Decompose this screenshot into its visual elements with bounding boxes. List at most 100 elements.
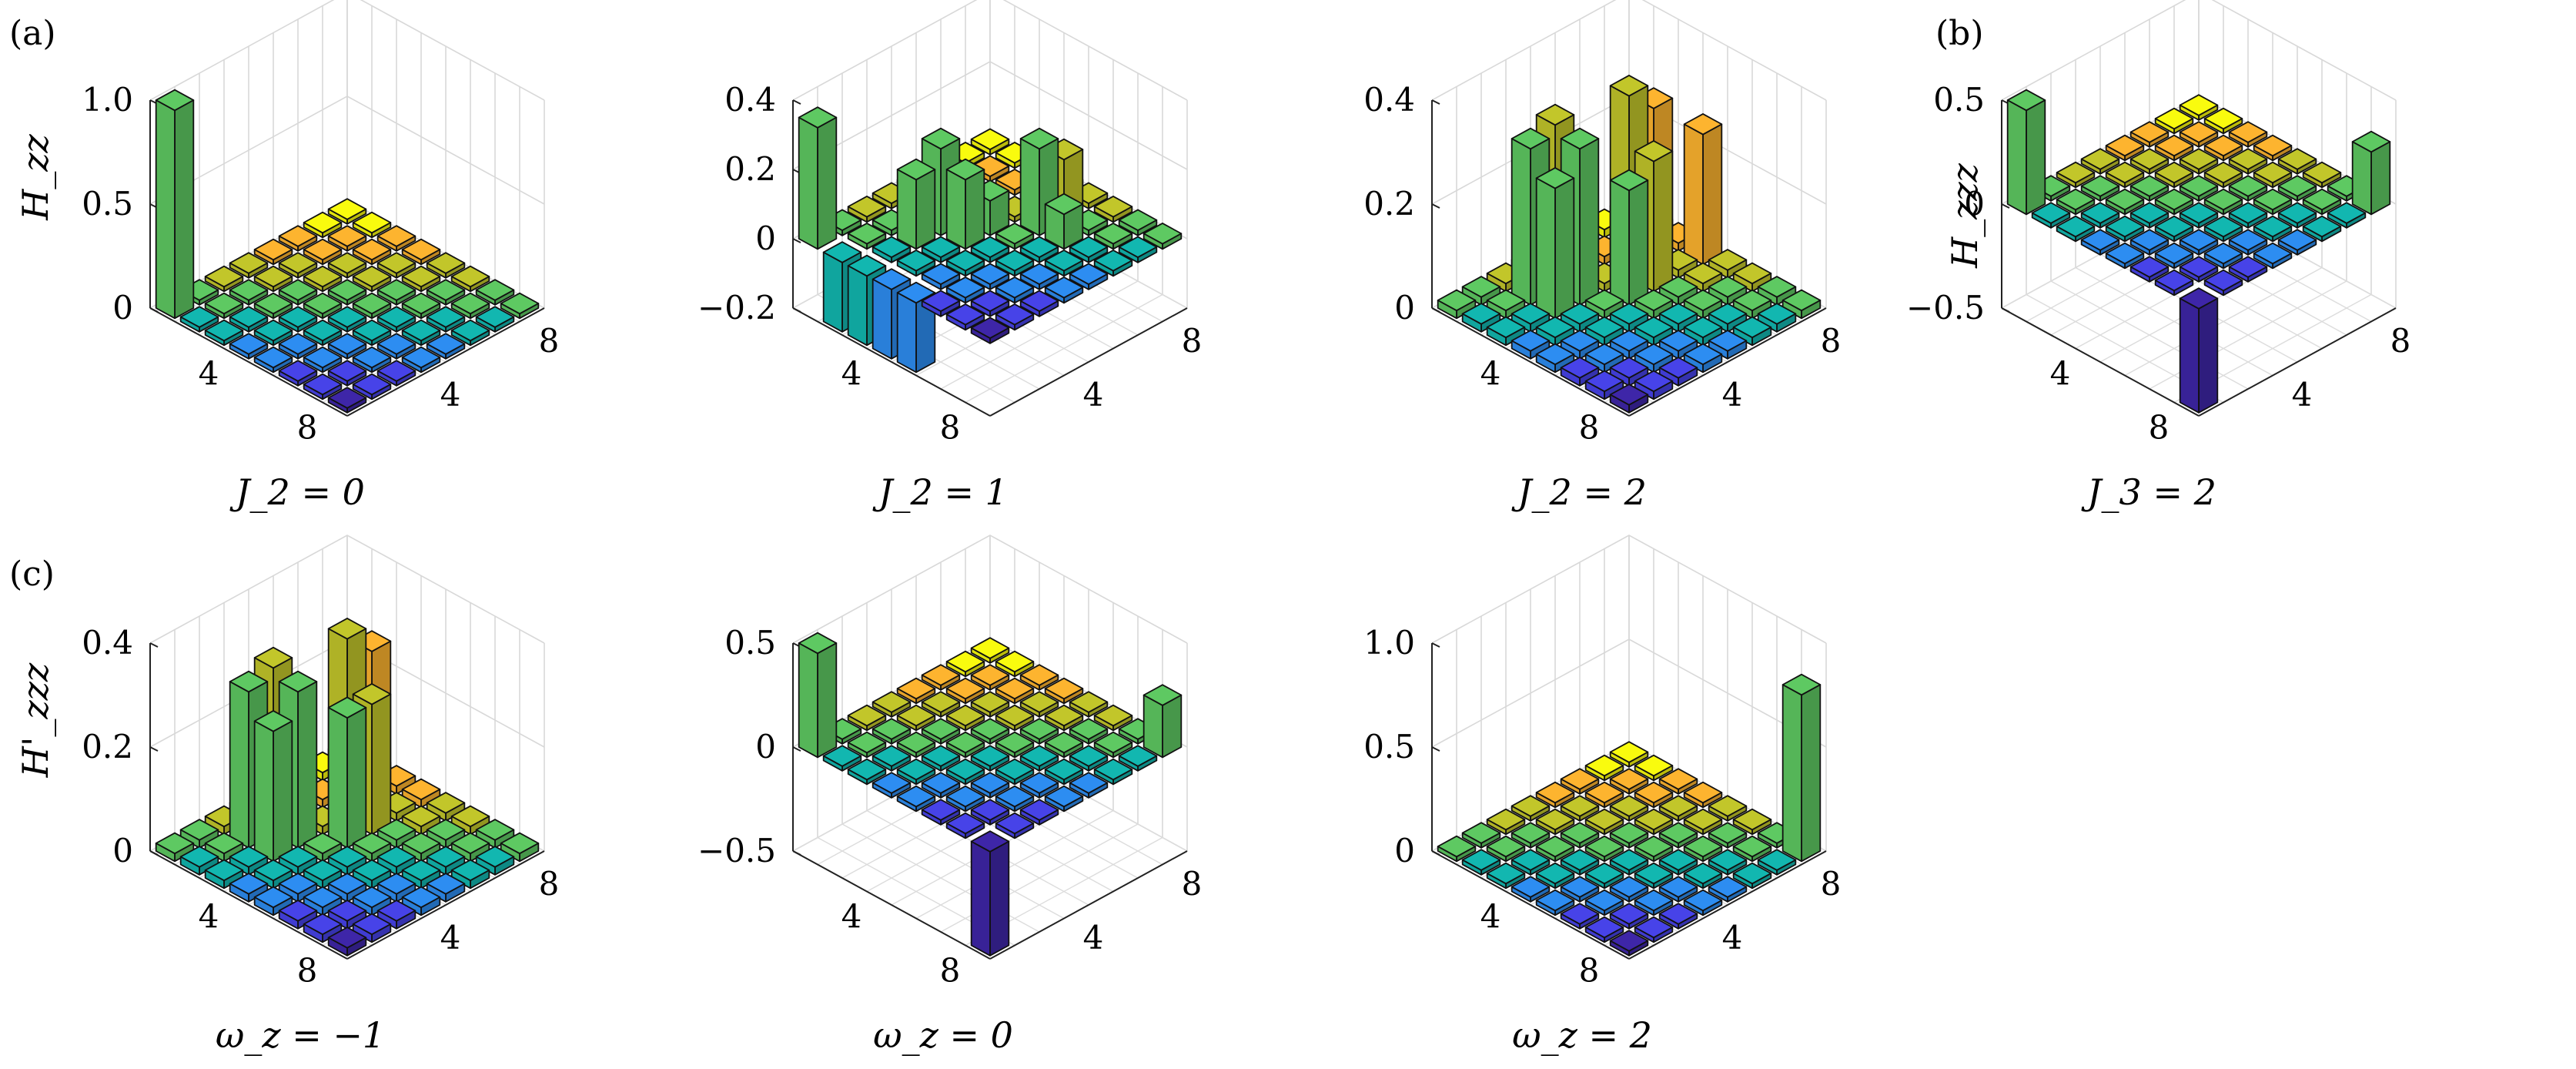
bar-7-3 (352, 886, 392, 917)
bar-7-4 (376, 333, 417, 360)
bar-2-8 (995, 650, 1035, 678)
bar-8-8 (1142, 684, 1183, 759)
bar-1-3 (204, 265, 244, 293)
j-tick-label: 4 (440, 919, 461, 957)
bar-7-6 (2277, 202, 2317, 229)
bar-2-5 (1560, 795, 1600, 822)
bar-3-3 (1535, 167, 1575, 320)
bar-8-7 (1757, 849, 1797, 876)
bar-8-5 (1069, 263, 1109, 290)
bar-4-1 (229, 873, 269, 903)
panel-label-a: (a) (9, 14, 56, 53)
bar-3-4 (921, 718, 961, 745)
i-tick-label: 8 (297, 951, 318, 989)
bar-5-1 (1535, 343, 1575, 374)
bar-2-7 (2179, 121, 2219, 148)
y-axis-label-a: H_zz (15, 133, 56, 220)
bar-8-3 (1658, 357, 1698, 387)
z-tick-label: 0 (1964, 185, 1985, 223)
bar-3-4 (278, 279, 318, 306)
bar-8-1 (970, 830, 1010, 957)
bar-1-2 (179, 819, 219, 849)
j-tick-label: 8 (539, 865, 560, 903)
bar-8-1 (327, 387, 367, 414)
bar-2-1 (2031, 202, 2071, 229)
bar-3-6 (970, 691, 1010, 718)
panel-caption: J_2 = 2 (1511, 471, 1647, 513)
bar-7-6 (1069, 745, 1109, 772)
bar-3-8 (2228, 121, 2268, 148)
bar-4-7 (2228, 148, 2268, 175)
bar-6-1 (921, 290, 961, 317)
j-tick-label: 8 (2390, 322, 2411, 360)
bar-3-7 (1634, 781, 1674, 809)
bar-4-1 (229, 333, 269, 360)
bar-8-1 (2179, 287, 2219, 414)
y-axis-label-b: H_zzz (1944, 163, 1986, 269)
bar-6-8 (1732, 808, 1772, 836)
bar-1-7 (1584, 754, 1624, 782)
i-tick-label: 8 (1579, 408, 1600, 446)
bar-5-5 (1634, 835, 1674, 863)
bar-6-5 (2228, 202, 2268, 229)
bar-3-3 (896, 731, 936, 759)
bar-6-8 (2302, 161, 2342, 189)
bar-2-8 (1634, 754, 1674, 782)
bar-1-7 (303, 211, 343, 239)
bar-5-4 (970, 745, 1010, 772)
bar-7-6 (1069, 236, 1109, 263)
bar-3-2 (1510, 303, 1551, 333)
bar-1-1 (2006, 89, 2046, 216)
bar-7-5 (401, 859, 441, 890)
bar-8-3 (1019, 290, 1059, 317)
i-tick-label: 4 (1480, 897, 1501, 935)
bar-7-3 (352, 346, 392, 374)
z-tick (149, 746, 159, 752)
bar-4-7 (1019, 691, 1059, 718)
bar-4-2 (253, 859, 293, 890)
z-tick (2001, 203, 2010, 209)
panel-caption: J_3 = 2 (2081, 471, 2216, 513)
bar-2-7 (970, 664, 1010, 691)
bar-7-6 (1708, 849, 1748, 876)
bar-8-3 (376, 360, 417, 387)
bar-8-3 (376, 900, 417, 930)
bar-8-8 (500, 832, 540, 863)
bar-3-2 (1510, 849, 1551, 876)
bar-4-1 (2080, 229, 2120, 256)
bar-3-8 (1019, 664, 1059, 691)
z-tick-label: 0 (112, 832, 133, 870)
bar-8-6 (1732, 862, 1772, 890)
bar-7-1 (1584, 916, 1624, 943)
z-tick (792, 99, 801, 105)
bar-5-7 (1683, 808, 1723, 836)
bar-4-2 (896, 758, 936, 786)
bar-8-1 (970, 317, 1010, 344)
z-tick-label: 0.2 (724, 150, 776, 188)
chart-panel-1: 0 0.5 1.0 4 8 4 8 J_2 = 0 (82, 0, 559, 513)
z-tick (1431, 203, 1440, 209)
bar-6-4 (352, 319, 392, 347)
bar-7-7 (1732, 835, 1772, 863)
bar-3-2 (871, 745, 912, 772)
z-tick (792, 746, 801, 752)
z-tick-label: 0 (755, 219, 776, 257)
bar-8-3 (2228, 256, 2268, 283)
bar-2-1 (1461, 849, 1501, 876)
z-tick-label: 0.2 (1363, 185, 1415, 223)
bar-6-1 (921, 799, 961, 826)
bar-7-5 (1044, 758, 1084, 786)
bar-1-1 (155, 89, 195, 320)
bar-6-5 (1658, 849, 1698, 876)
bar-7-7 (2302, 188, 2342, 216)
bar-5-8 (426, 252, 466, 279)
bar-8-6 (1093, 758, 1133, 786)
bar-5-3 (945, 758, 985, 786)
bar-7-5 (2253, 215, 2293, 243)
bar-2-3 (871, 718, 912, 745)
bar-4-5 (970, 718, 1010, 745)
bar-8-2 (995, 812, 1035, 839)
bar-6-3 (327, 873, 367, 903)
z-tick-label: 0.4 (1363, 81, 1415, 119)
bar-4-4 (945, 731, 985, 759)
